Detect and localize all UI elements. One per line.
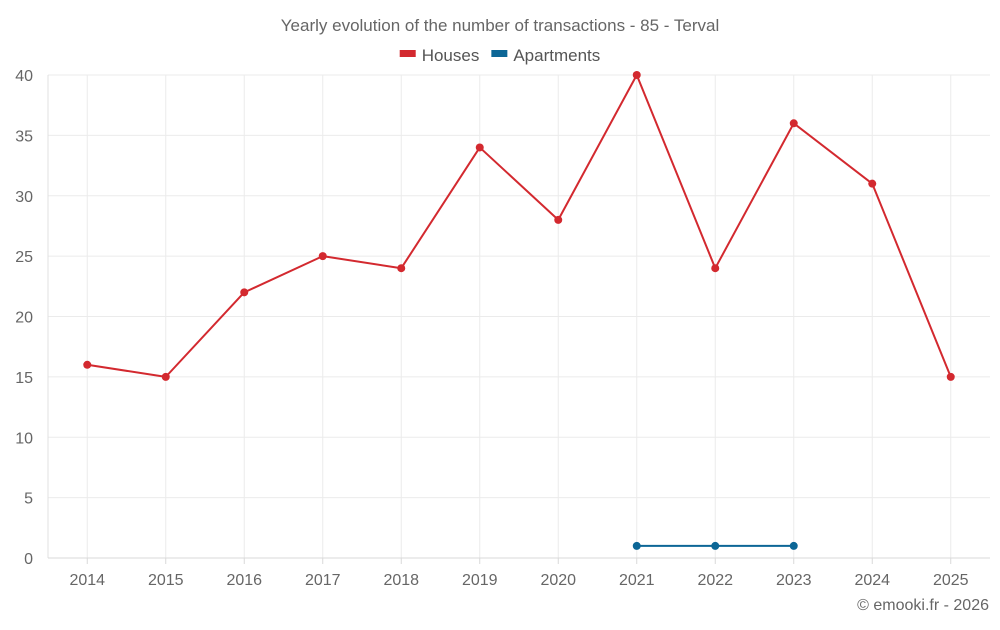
data-point-apartments [711,541,720,550]
data-point-houses [632,71,641,79]
y-tick-label: 40 [15,68,33,85]
series-line-houses [87,74,952,378]
legend-swatch [491,50,508,57]
y-tick-label: 35 [15,128,33,145]
x-tick-label: 2018 [383,572,419,589]
y-tick-label: 5 [24,491,33,508]
x-tick-label: 2014 [69,572,105,589]
data-point-apartments [789,541,798,550]
y-tick-label: 30 [15,189,33,206]
x-tick-label: 2020 [540,572,576,589]
y-tick-label: 15 [15,370,33,387]
legend-label: Houses [422,46,480,65]
x-tick-label: 2025 [933,572,969,589]
data-point-houses [83,360,92,369]
data-point-houses [397,264,406,273]
data-point-houses [240,288,249,297]
grid [48,74,990,558]
x-tick-label: 2024 [854,572,890,589]
y-tick-label: 0 [24,551,33,568]
x-tick-label: 2022 [697,572,733,589]
y-tick-label: 25 [15,249,33,266]
data-point-houses [711,264,720,273]
x-tick-label: 2016 [226,572,262,589]
data-point-houses [318,252,327,261]
legend: Houses Apartments [399,46,600,65]
data-point-houses [868,179,877,188]
x-tick-label: 2021 [619,572,655,589]
x-tick-label: 2017 [305,572,341,589]
x-tick-label: 2015 [148,572,184,589]
series-layer [83,71,955,550]
data-point-houses [554,215,563,224]
y-tick-label: 10 [15,430,33,447]
y-tick-label: 20 [15,310,33,327]
data-point-houses [946,372,955,381]
data-point-houses [161,372,170,381]
x-axis: 2014 2015 2016 2017 2018 2019 2020 2021 2022 2023… [48,557,990,589]
data-point-houses [789,119,798,128]
y-axis: 0 5 10 15 20 25 30 35 40 [15,68,49,568]
x-tick-label: 2019 [462,572,498,589]
chart-title: Yearly evolution of the number of transa… [281,16,719,35]
credit-text: © emooki.fr - 2026 [857,597,989,614]
legend-item-houses: Houses [399,46,480,65]
data-point-apartments [632,541,641,550]
legend-label: Apartments [513,46,600,65]
legend-item-apartments: Apartments [491,46,600,65]
x-tick-label: 2023 [776,572,812,589]
legend-swatch [399,50,416,57]
data-point-houses [475,143,484,152]
